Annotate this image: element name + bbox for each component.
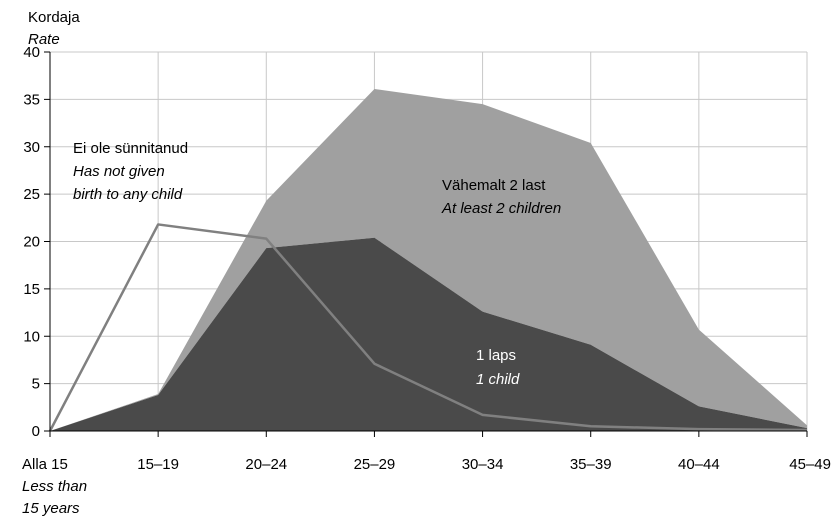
x-tick-label: 20–24 <box>245 456 287 473</box>
x-tick-label: 45–49 <box>789 456 831 473</box>
labels: 0 5 10 15 20 25 30 35 40 Alla 15 15–19 20–24 25–29 30… <box>22 9 831 517</box>
series-label-1-laps-en: 1 child <box>476 371 520 388</box>
series-label-1-laps: 1 laps <box>476 347 516 364</box>
axes <box>44 51 808 437</box>
x-tick-label-en: Less than <box>22 478 87 495</box>
y-tick-label: 25 <box>23 186 40 203</box>
series-label-ei-ole-sunnitanud-en: birth to any child <box>73 186 183 203</box>
x-tick-label: 15–19 <box>137 456 179 473</box>
series-label-vahemalt-2-last: Vähemalt 2 last <box>442 177 546 194</box>
y-tick-label: 10 <box>23 328 40 345</box>
y-tick-label: 40 <box>23 44 40 61</box>
x-tick-label: Alla 15 <box>22 456 68 473</box>
series-label-vahemalt-2-last-en: At least 2 children <box>441 200 561 217</box>
x-tick-label: 40–44 <box>678 456 720 473</box>
area-vahemalt-2-last <box>50 88 807 431</box>
series-label-ei-ole-sunnitanud: Ei ole sünnitanud <box>73 140 188 157</box>
y-tick-label: 0 <box>32 423 40 440</box>
y-tick-label: 20 <box>23 234 40 251</box>
y-axis-title-en: Rate <box>28 31 60 48</box>
line-ei-ole-sunnitanud <box>48 223 808 432</box>
y-tick-label: 5 <box>32 376 40 393</box>
areas <box>50 88 807 431</box>
x-tick-label: 30–34 <box>462 456 504 473</box>
series-label-ei-ole-sunnitanud-en: Has not given <box>73 163 165 180</box>
y-axis-title: Kordaja <box>28 9 80 26</box>
area-1-laps <box>50 237 807 431</box>
y-tick-label: 30 <box>23 139 40 156</box>
y-tick-label: 35 <box>23 91 40 108</box>
y-tick-label: 15 <box>23 281 40 298</box>
x-tick-label-en: 15 years <box>22 500 80 517</box>
x-tick-label: 35–39 <box>570 456 612 473</box>
x-tick-label: 25–29 <box>354 456 396 473</box>
line-layer <box>48 223 808 432</box>
